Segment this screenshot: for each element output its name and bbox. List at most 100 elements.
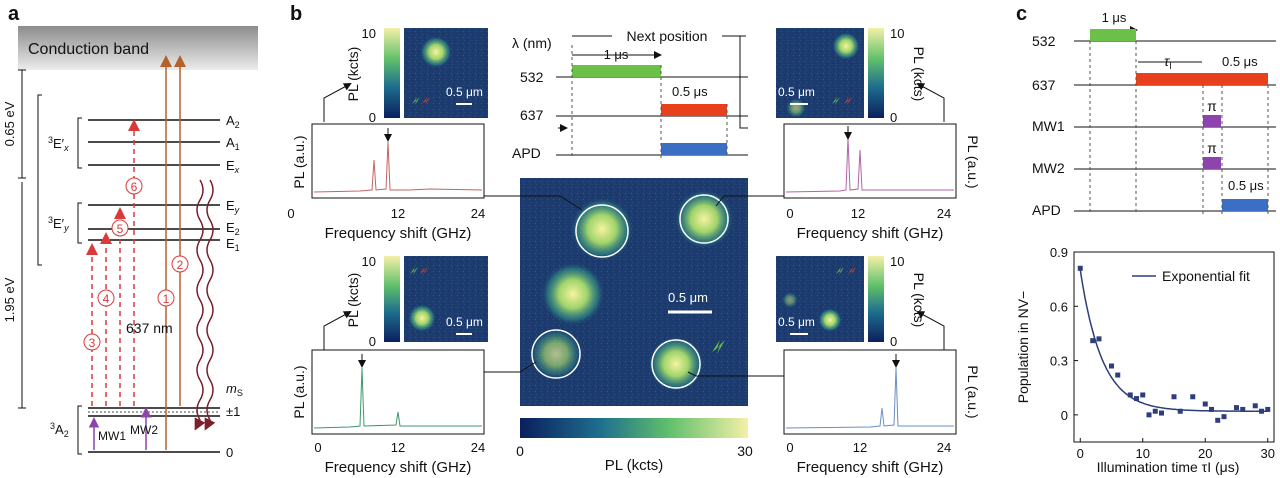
data-point (1152, 408, 1158, 414)
spectrum-tr: PL (a.u.) 0 12 24 Frequency shift (GHz) (783, 123, 981, 242)
data-point (1240, 406, 1246, 412)
conduction-band (18, 26, 258, 70)
svg-text:Frequency shift (GHz): Frequency shift (GHz) (325, 225, 472, 242)
pulse-637-b (661, 104, 727, 116)
callout-tr (715, 195, 784, 207)
panel-b-letter: b (290, 3, 302, 25)
pulse-mw1-c (1203, 115, 1221, 127)
svg-text:12: 12 (851, 206, 865, 221)
svg-text:Frequency shift (GHz): Frequency shift (GHz) (797, 459, 944, 476)
state-3a2: 3A2 (50, 421, 69, 439)
spectrum-tl-line (313, 141, 483, 193)
data-point (1171, 394, 1177, 400)
svg-text:12: 12 (391, 206, 405, 221)
nv-marker-3 (531, 329, 581, 379)
svg-text:12: 12 (853, 440, 867, 455)
panel-b: b λ (nm) Next position 1 μs 532 0.5 μs 6… (287, 3, 981, 476)
chart-ylabel: Population in NV− (1015, 291, 1031, 403)
svg-text:PL (kcts): PL (kcts) (345, 47, 361, 102)
spectrum-br: PL (a.u.) 0 12 24 Frequency shift (GHz) (783, 349, 981, 476)
data-point (1259, 408, 1264, 414)
fit-curve (1079, 269, 1268, 412)
row-mw1-c: MW1 (1032, 118, 1065, 134)
data-point (1252, 403, 1258, 409)
inset-map-tr: 0.5 μm 10 0 PL (kcts) (776, 26, 927, 125)
pulse-532-c (1090, 29, 1136, 41)
svg-text:0: 0 (287, 206, 294, 221)
lambda-label: λ (nm) (512, 35, 552, 51)
inset-map-bl: 10 0 PL (kcts) 0.5 μm (345, 254, 488, 349)
wavelength-label: 637 nm (126, 320, 173, 336)
y-tick-label: 0.9 (1050, 245, 1068, 260)
row-532-c: 532 (1032, 33, 1056, 49)
dur-1us-c: 1 μs (1102, 10, 1127, 25)
svg-text:0: 0 (890, 110, 897, 125)
data-point (1115, 372, 1121, 378)
y-tick-label: 0.6 (1050, 299, 1068, 314)
svg-text:0: 0 (369, 110, 376, 125)
svg-text:PL (kcts): PL (kcts) (345, 273, 361, 328)
timing-diagram-c: 1 μs 532 τI 0.5 μs 637 MW1 π MW2 π 0.5 μ… (1032, 10, 1276, 218)
svg-text:24: 24 (937, 206, 951, 221)
pulse-532-b (572, 65, 661, 77)
spectrum-bl: PL (a.u.) 0 12 24 Frequency shift (GHz) (291, 349, 485, 476)
main-scale-label: 0.5 μm (668, 290, 708, 305)
x-tick-label: 0 (1077, 446, 1084, 461)
svg-text:PL (kcts): PL (kcts) (911, 273, 927, 328)
svg-text:3: 3 (89, 336, 96, 350)
data-point (1077, 265, 1083, 271)
data-point (1146, 412, 1152, 418)
svg-text:PL (a.u.): PL (a.u.) (291, 135, 307, 188)
data-point (1090, 338, 1096, 344)
row-mw2-c: MW2 (1032, 160, 1065, 176)
chart-xlabel: Illumination time τI (μs) (1097, 459, 1240, 475)
spectrum-br-line (785, 367, 954, 429)
callout-bl (484, 361, 537, 373)
svg-text:0.5 μm: 0.5 μm (778, 315, 815, 329)
nv-marker-4 (651, 339, 701, 389)
svg-text:24: 24 (937, 440, 951, 455)
svg-text:6: 6 (131, 180, 138, 194)
data-point (1234, 405, 1239, 411)
pulse-apd-b (661, 143, 727, 155)
gap-065-label: 0.65 eV (2, 101, 17, 146)
svg-text:24: 24 (471, 440, 485, 455)
label-a2: A2 (226, 113, 240, 130)
mw2-label: MW2 (130, 423, 158, 437)
svg-text:0: 0 (369, 334, 376, 349)
y-tick-label: 0.3 (1050, 354, 1068, 369)
dur-05us-apd: 0.5 μs (1228, 178, 1264, 193)
label-e2: E2 (226, 220, 240, 237)
zero-label: 0 (226, 445, 233, 460)
pi-1: π (1207, 98, 1217, 114)
data-point (1159, 410, 1164, 416)
svg-text:10: 10 (362, 254, 376, 269)
svg-text:0.5 μm: 0.5 μm (446, 315, 483, 329)
state-3ex: 3E′x (48, 135, 69, 153)
circled-numbers: 3 4 5 6 1 2 (83, 177, 189, 351)
dur-05us-b: 0.5 μs (672, 84, 708, 99)
data-point (1202, 401, 1208, 407)
row-637-c: 637 (1032, 77, 1056, 93)
svg-text:5: 5 (117, 222, 124, 236)
row-532-b: 532 (520, 69, 544, 85)
nv-marker-1 (575, 204, 629, 258)
dur-1us-b: 1 μs (604, 47, 629, 62)
label-ex: Ex (226, 158, 240, 175)
label-a1: A1 (226, 135, 240, 152)
svg-text:10: 10 (890, 254, 904, 269)
inset-map-tl: 10 0 PL (kcts) 0.5 μm (345, 26, 488, 125)
ms-label: mS (226, 381, 243, 398)
spectrum-bl-line (313, 367, 482, 429)
svg-text:PL (a.u.): PL (a.u.) (965, 135, 981, 188)
svg-text:0.5 μm: 0.5 μm (446, 85, 483, 99)
callout-tl (484, 195, 583, 211)
row-apd-b: APD (512, 145, 541, 161)
data-point (1190, 394, 1196, 400)
svg-text:Frequency shift (GHz): Frequency shift (GHz) (797, 225, 944, 242)
mw1-label: MW1 (98, 429, 126, 443)
gap-195-label: 1.95 eV (2, 277, 17, 322)
data-point (1265, 406, 1271, 412)
panel-c-letter: c (1016, 3, 1027, 25)
svg-text:0: 0 (890, 334, 897, 349)
